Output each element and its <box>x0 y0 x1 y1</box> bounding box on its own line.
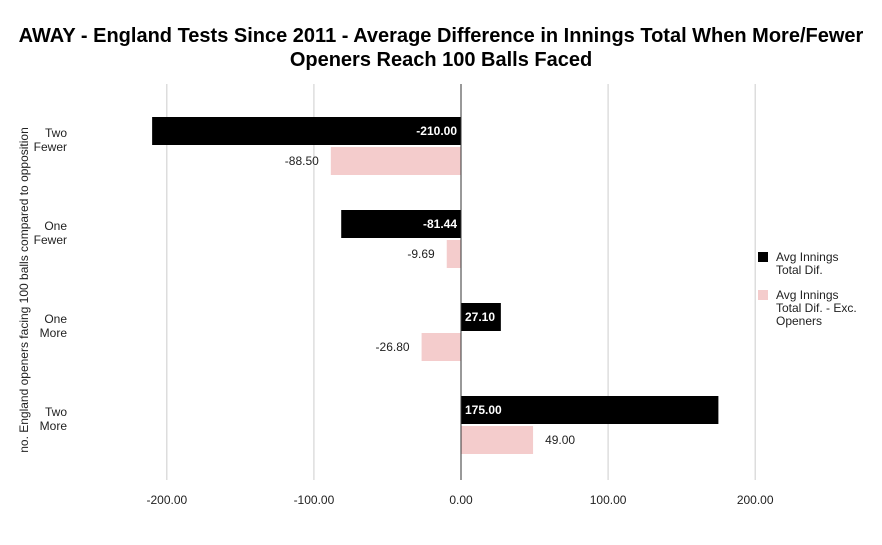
category-label-line: Two <box>45 126 67 140</box>
x-tick-label: -100.00 <box>294 493 335 507</box>
data-label: 49.00 <box>545 433 575 447</box>
category-label: Two More <box>40 405 68 433</box>
bar <box>330 147 461 175</box>
y-axis-label: no. England openers facing 100 balls com… <box>17 127 31 453</box>
category-label-line: One <box>44 312 67 326</box>
bar <box>461 303 501 331</box>
legend-label-line: Openers <box>776 314 822 328</box>
x-tick-label: 100.00 <box>590 493 627 507</box>
category-label-line: Two <box>45 405 67 419</box>
legend-label-line: Avg Innings <box>776 288 839 302</box>
chart-title-line-2: Openers Reach 100 Balls Faced <box>289 49 593 71</box>
x-tick-label: 200.00 <box>737 493 774 507</box>
category-label: One More <box>40 312 68 340</box>
category-label: Two Fewer <box>34 126 68 154</box>
data-label: -81.44 <box>423 217 457 231</box>
bar <box>152 117 461 145</box>
category-label-line: Fewer <box>34 233 67 247</box>
category-label-line: More <box>40 419 68 433</box>
category-label-line: Fewer <box>34 140 67 154</box>
legend-swatch <box>758 290 768 300</box>
bar <box>461 426 534 454</box>
data-label: 27.10 <box>465 310 495 324</box>
legend-swatch <box>758 252 768 262</box>
bar <box>461 396 719 424</box>
legend: Avg Innings Total Dif.Avg Innings Total Di… <box>758 250 857 328</box>
x-tick-label: 0.00 <box>449 493 473 507</box>
legend-label-line: Total Dif. <box>776 263 823 277</box>
chart-title: AWAY - England Tests Since 2011 - Averag… <box>0 24 882 72</box>
legend-label-line: Avg Innings <box>776 250 839 264</box>
bar <box>421 333 461 361</box>
category-label: One Fewer <box>34 219 68 247</box>
bar-layer <box>152 117 719 454</box>
legend-label-line: Total Dif. - Exc. <box>776 301 857 315</box>
category-label-line: One <box>44 219 67 233</box>
bar <box>446 240 461 268</box>
x-tick-label: -200.00 <box>146 493 187 507</box>
bar <box>341 210 461 238</box>
label-layer: -200.00 -100.00 0.00 100.00 200.00 -210.00 -88… <box>17 124 774 507</box>
chart-title-line-1: AWAY - England Tests Since 2011 - Averag… <box>18 25 864 47</box>
data-label: 175.00 <box>465 403 502 417</box>
legend-label: Avg Innings Total Dif. - Exc. Openers <box>776 288 857 328</box>
data-label: -9.69 <box>407 247 435 261</box>
data-label: -88.50 <box>285 154 319 168</box>
data-label: -26.80 <box>376 340 410 354</box>
legend-label: Avg Innings Total Dif. <box>776 250 839 277</box>
data-label: -210.00 <box>416 124 457 138</box>
category-label-line: More <box>40 326 68 340</box>
